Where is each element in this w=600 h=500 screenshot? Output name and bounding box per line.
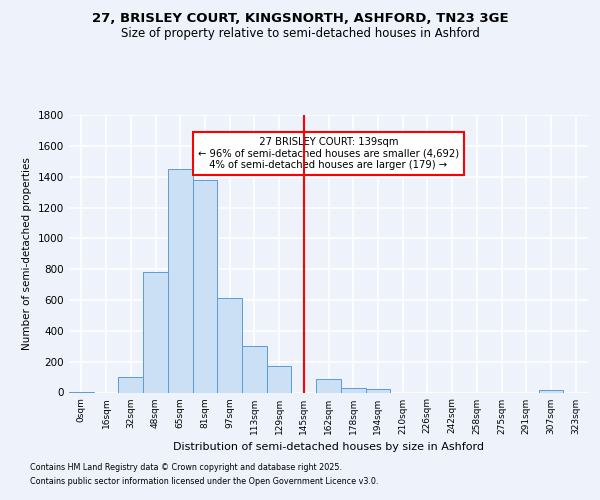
Text: Size of property relative to semi-detached houses in Ashford: Size of property relative to semi-detach… (121, 28, 479, 40)
X-axis label: Distribution of semi-detached houses by size in Ashford: Distribution of semi-detached houses by … (173, 442, 484, 452)
Text: Contains HM Land Registry data © Crown copyright and database right 2025.: Contains HM Land Registry data © Crown c… (30, 464, 342, 472)
Bar (242, 346, 267, 393)
Bar (118, 377, 143, 392)
Bar (365, 390, 390, 392)
Y-axis label: Number of semi-detached properties: Number of semi-detached properties (22, 158, 32, 350)
Bar (168, 169, 193, 392)
Text: 27, BRISLEY COURT, KINGSNORTH, ASHFORD, TN23 3GE: 27, BRISLEY COURT, KINGSNORTH, ASHFORD, … (92, 12, 508, 26)
Bar (143, 272, 168, 392)
Bar (341, 388, 365, 392)
Bar (539, 390, 563, 392)
Bar (193, 180, 217, 392)
Bar (316, 380, 341, 392)
Text: Contains public sector information licensed under the Open Government Licence v3: Contains public sector information licen… (30, 477, 379, 486)
Text: 27 BRISLEY COURT: 139sqm  
← 96% of semi-detached houses are smaller (4,692)
  4: 27 BRISLEY COURT: 139sqm ← 96% of semi-d… (198, 137, 459, 170)
Bar (217, 298, 242, 392)
Bar (267, 366, 292, 392)
